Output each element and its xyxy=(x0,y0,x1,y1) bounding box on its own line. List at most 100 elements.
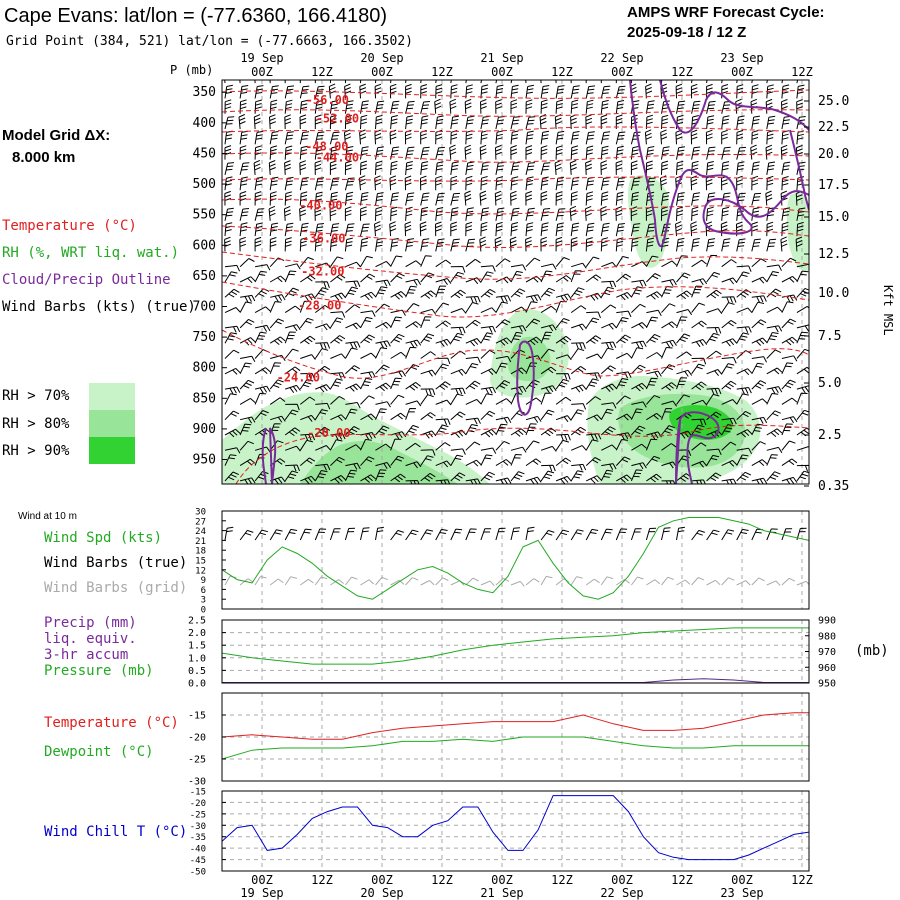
wind-barb xyxy=(405,80,407,84)
wind-barb xyxy=(359,83,367,99)
time-tick-label: 00Z xyxy=(251,65,273,79)
wind-barb xyxy=(495,362,508,375)
wind-barb xyxy=(480,161,490,175)
wind-barb xyxy=(630,160,638,175)
wind-barb xyxy=(420,206,429,221)
wind-barb xyxy=(555,257,570,268)
wind-barb xyxy=(676,100,686,114)
wind-barb xyxy=(751,319,767,329)
wind-barb xyxy=(420,175,427,191)
wind-barb xyxy=(390,412,406,421)
wind-barb xyxy=(465,398,482,405)
wind-barb xyxy=(555,99,564,114)
wind-speed-line xyxy=(222,517,809,600)
y-tick-label: 2.0 xyxy=(188,628,206,639)
height-tick-label: 2.5 xyxy=(818,428,841,443)
wind-barb xyxy=(420,351,436,359)
wind-barb xyxy=(329,100,339,114)
wind-barb xyxy=(600,347,614,359)
wind-barb xyxy=(314,160,322,175)
wind-barb xyxy=(450,368,467,376)
surface-wind-barb xyxy=(224,526,234,541)
wind-barb xyxy=(600,206,608,221)
wind-barb xyxy=(540,222,549,237)
wind-barb xyxy=(751,115,760,130)
wind-barb xyxy=(585,439,599,451)
wind-barb xyxy=(676,430,693,439)
wind-barb xyxy=(661,114,669,130)
wind-barb xyxy=(736,368,753,376)
wind-barb xyxy=(570,287,585,298)
wind-barb xyxy=(615,114,623,129)
wind-barb xyxy=(465,296,481,303)
pressure-tick-label: 750 xyxy=(193,330,216,345)
wind-barb xyxy=(781,84,790,99)
wind-barb xyxy=(751,84,759,99)
wind-barb xyxy=(224,367,241,375)
wind-barb xyxy=(570,365,587,375)
wind-barb xyxy=(420,394,434,405)
time-tick-label: 12Z xyxy=(311,65,333,79)
wind-barb xyxy=(375,321,392,329)
surface-wind-barb xyxy=(405,529,419,541)
surface-wind-barb-grid xyxy=(751,577,765,586)
wind-barb xyxy=(510,471,525,482)
wind-barb xyxy=(224,428,241,438)
wind-barb xyxy=(344,160,352,175)
wind-barb xyxy=(239,276,256,284)
wind-barb xyxy=(480,221,488,237)
wind-barb xyxy=(510,190,517,206)
wind-barb xyxy=(420,449,436,456)
wind-barb xyxy=(299,457,316,466)
precip-panel-frame xyxy=(221,619,810,684)
wind-barb xyxy=(766,349,782,359)
wind-barb xyxy=(766,410,781,421)
wind-barb xyxy=(585,335,602,344)
wind-barb xyxy=(676,473,692,482)
wind-barb xyxy=(645,191,655,206)
wind-barb xyxy=(284,176,294,191)
precip-axis: 0.0 0.5 1.01.5 2.02.5 950 960 970 980 990 xyxy=(188,616,836,690)
cloud-outline-path xyxy=(629,80,809,248)
wind-barb xyxy=(300,293,316,302)
pressure-tick-label: 900 xyxy=(193,422,216,437)
wind-barb xyxy=(570,145,579,160)
y-tick-label: 3 xyxy=(201,596,206,606)
surface-wind-barb xyxy=(254,529,269,541)
wind-barb xyxy=(555,191,563,206)
wind-barb xyxy=(344,237,353,252)
wind-barb xyxy=(254,99,262,114)
wind-barb xyxy=(540,208,551,221)
wind-barb xyxy=(315,402,331,410)
wind-barb xyxy=(691,479,706,484)
wind-barb xyxy=(781,476,798,484)
wind-barb xyxy=(465,338,482,347)
wind-grid xyxy=(261,511,803,609)
temperature-contour-labels: -56.00 -52.00 -48.00-44.00 -40.00 -36.00 -32.… xyxy=(277,93,359,440)
wind-barb xyxy=(675,129,683,145)
wind-barb xyxy=(239,318,255,329)
wind-barb xyxy=(736,175,743,191)
wind-barb xyxy=(315,281,330,288)
wind-barb xyxy=(374,175,382,191)
wind-barb xyxy=(435,129,443,145)
grid-point-label: Grid Point (384, 521) lat/lon = (-77.666… xyxy=(6,34,413,49)
wind-barb xyxy=(555,130,565,145)
wind-barb xyxy=(540,385,557,394)
wind-barb xyxy=(585,145,594,160)
wind-barb xyxy=(345,383,361,392)
time-tick-label: 00Z xyxy=(371,65,393,79)
wind-barb xyxy=(285,464,300,472)
wind-barb xyxy=(375,401,391,408)
surface-wind-barb-grid xyxy=(796,580,809,586)
wind-barb xyxy=(706,369,723,377)
y-tick-label: 24 xyxy=(195,527,206,537)
wind-barb xyxy=(510,270,523,283)
wind-barb xyxy=(435,259,452,268)
wind-barb xyxy=(615,85,626,99)
wind-barb xyxy=(329,378,343,390)
wind-barb xyxy=(390,431,407,440)
wind-barb xyxy=(360,432,376,440)
wind-barb xyxy=(600,469,614,482)
wind-barb xyxy=(435,221,442,237)
